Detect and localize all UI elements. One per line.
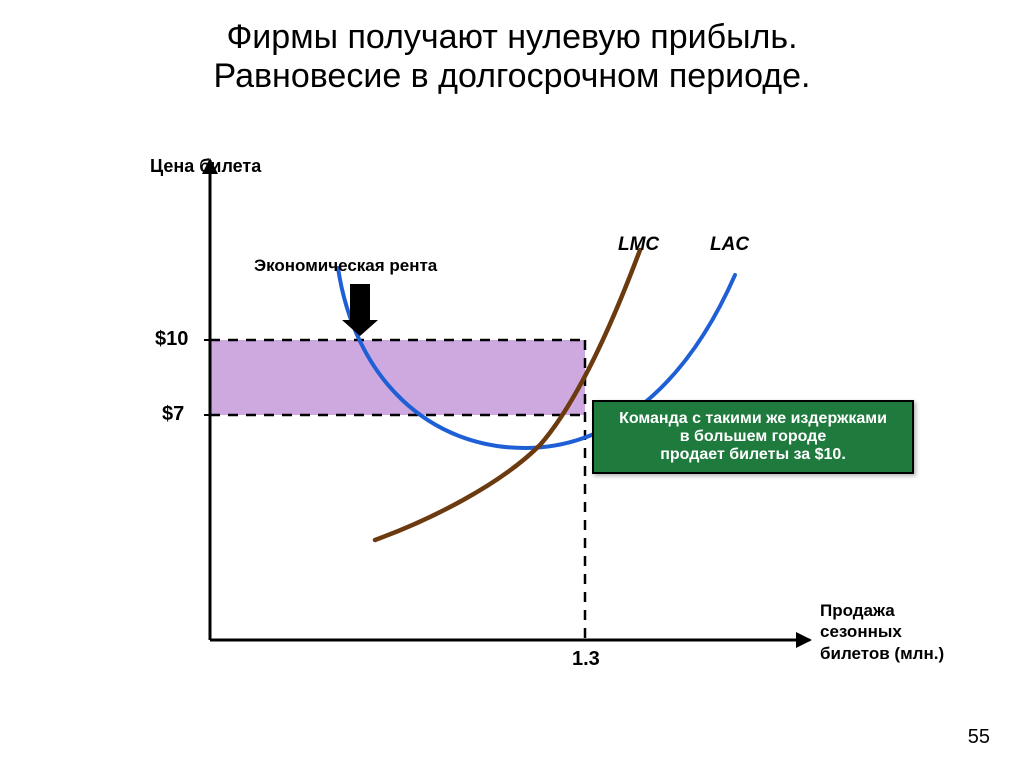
rent-shaded-area bbox=[210, 340, 585, 415]
x-axis-title-l3: билетов (млн.) bbox=[820, 643, 944, 664]
x-axis-title: Продажа сезонных билетов (млн.) bbox=[820, 600, 944, 664]
rent-arrow-head bbox=[342, 320, 378, 336]
callout-line-1: в большем городе bbox=[606, 428, 900, 446]
y-tick-7: $7 bbox=[162, 403, 184, 426]
callout-line-0: Команда с такими же издержками bbox=[606, 410, 900, 428]
page-number: 55 bbox=[968, 726, 990, 749]
lmc-label: LMC bbox=[618, 234, 659, 256]
callout-box: Команда с такими же издержкамив большем … bbox=[592, 400, 914, 474]
y-axis-title: Цена билета bbox=[150, 156, 261, 177]
rent-annotation: Экономическая рента bbox=[254, 256, 437, 276]
slide-root: Фирмы получают нулевую прибыль. Равновес… bbox=[0, 0, 1024, 767]
y-tick-10: $10 bbox=[155, 328, 188, 351]
x-tick-1-3: 1.3 bbox=[572, 648, 600, 671]
lac-label: LAC bbox=[710, 234, 749, 256]
x-axis-title-l2: сезонных bbox=[820, 621, 944, 642]
callout-line-2: продает билеты за $10. bbox=[606, 446, 900, 464]
x-axis-arrow bbox=[796, 632, 812, 648]
x-axis-title-l1: Продажа bbox=[820, 600, 944, 621]
